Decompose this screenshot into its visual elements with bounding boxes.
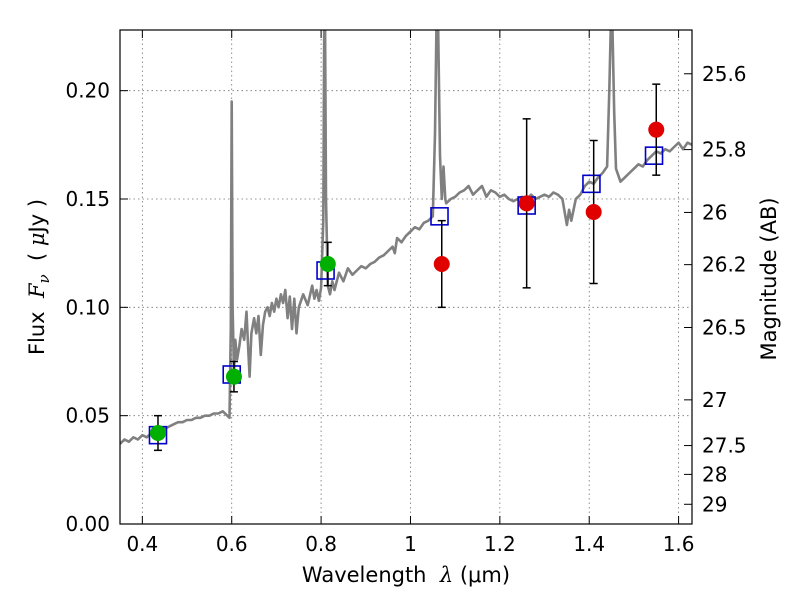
y2-tick-label: 28: [702, 462, 727, 486]
plot-area: [120, 30, 692, 452]
model-photometry-square: [644, 146, 664, 165]
green-data-point: [225, 368, 242, 385]
y-tick-label: 0.05: [65, 404, 110, 428]
y-tick-label: 0.00: [65, 512, 110, 536]
x-tick-label: 1.6: [663, 532, 695, 556]
x-tick-label: 0.4: [126, 532, 158, 556]
y2-tick-label: 25.6: [702, 62, 747, 86]
y2-axis-ticks: 25.6 25.8 26 26.2 26.5 27 27.5 28 29: [684, 62, 747, 516]
red-data-point: [585, 204, 602, 220]
x-tick-label: 0.8: [305, 532, 337, 556]
y2-tick-label: 27: [702, 388, 727, 412]
x-tick-label: 0.6: [216, 532, 248, 556]
model-photometry-square: [582, 174, 601, 194]
y2-tick-label: 25.8: [702, 138, 747, 162]
y-axis-label: Flux Fν ( μJy ): [25, 199, 53, 355]
x-axis-ticks: 0.4 0.6 0.8 1 1.2 1.4 1.6: [126, 30, 695, 556]
y-axis-ticks: 0.00 0.05 0.10 0.15 0.20: [65, 79, 128, 536]
error-bars: [153, 83, 661, 452]
plot-frame: [119, 29, 693, 525]
y2-tick-label: 29: [702, 492, 727, 516]
green-data-point: [319, 256, 336, 272]
x-axis-label: Wavelength λ (μm): [302, 563, 510, 587]
green-data-point: [149, 425, 166, 441]
y2-tick-label: 26.5: [702, 315, 747, 339]
red-data-point: [648, 121, 665, 138]
y-tick-label: 0.10: [65, 295, 110, 319]
y-tick-label: 0.20: [65, 79, 110, 103]
y2-axis-label: Magnitude (AB): [757, 197, 781, 360]
y2-tick-label: 26.2: [702, 253, 747, 277]
measured-flux-markers: [149, 121, 665, 441]
y-tick-label: 0.15: [65, 187, 110, 211]
red-data-point: [518, 195, 535, 212]
red-data-point: [433, 256, 450, 272]
model-photometry-square: [430, 207, 449, 226]
y2-tick-label: 26: [702, 200, 727, 224]
y2-tick-label: 27.5: [702, 434, 747, 458]
x-tick-label: 1.2: [484, 532, 516, 556]
x-tick-label: 1.4: [573, 532, 605, 556]
x-tick-label: 1: [404, 532, 417, 556]
